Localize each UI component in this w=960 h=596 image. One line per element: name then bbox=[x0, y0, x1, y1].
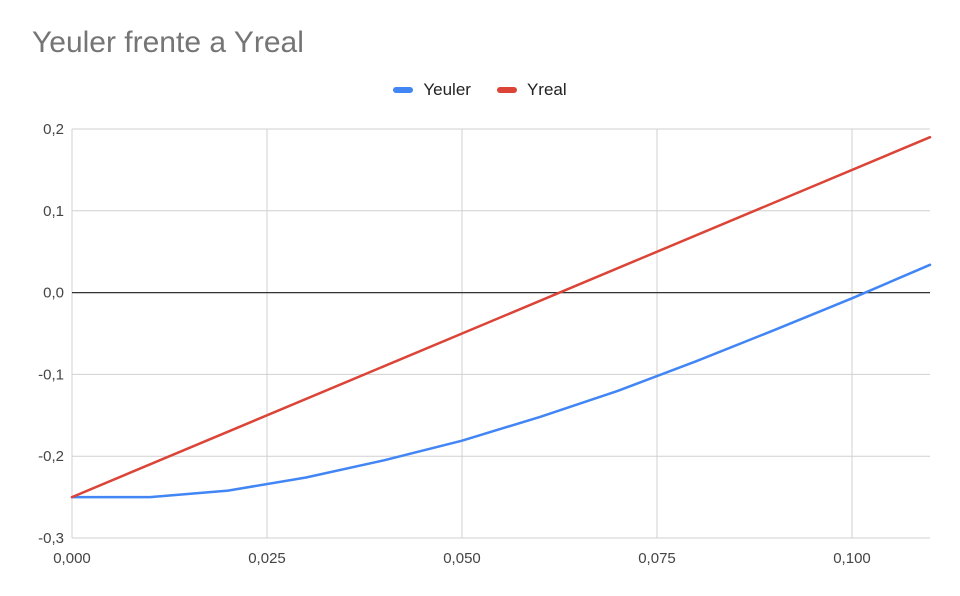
y-tick-label: -0,2 bbox=[38, 448, 64, 465]
legend-swatch-yreal bbox=[496, 87, 517, 93]
x-tick-label: 0,100 bbox=[833, 550, 871, 567]
x-tick-label: 0,025 bbox=[248, 550, 286, 567]
x-tick-label: 0,050 bbox=[443, 550, 481, 567]
y-tick-label: 0,1 bbox=[43, 203, 64, 220]
legend: Yeuler Yreal bbox=[0, 80, 960, 100]
legend-item-yreal[interactable]: Yreal bbox=[496, 80, 567, 100]
y-tick-label: 0,2 bbox=[43, 121, 64, 138]
y-tick-label: 0,0 bbox=[43, 285, 64, 302]
y-tick-label: -0,3 bbox=[38, 530, 64, 547]
x-axis-ticks: 0,000 0,025 0,050 0,075 0,100 bbox=[53, 550, 871, 567]
legend-item-yeuler[interactable]: Yeuler bbox=[393, 80, 471, 100]
chart-title: Yeuler frente a Yreal bbox=[32, 26, 304, 59]
legend-label-yeuler: Yeuler bbox=[423, 80, 471, 99]
y-axis-ticks: 0,2 0,1 0,0 -0,1 -0,2 -0,3 bbox=[38, 121, 64, 547]
series-line-yreal[interactable] bbox=[70, 135, 932, 499]
series-group bbox=[70, 135, 932, 499]
y-tick-label: -0,1 bbox=[38, 366, 64, 383]
series-line-yeuler[interactable] bbox=[70, 263, 932, 499]
x-tick-label: 0,000 bbox=[53, 550, 91, 567]
x-tick-label: 0,075 bbox=[638, 550, 676, 567]
legend-label-yreal: Yreal bbox=[526, 80, 567, 99]
legend-swatch-yeuler bbox=[393, 87, 414, 93]
